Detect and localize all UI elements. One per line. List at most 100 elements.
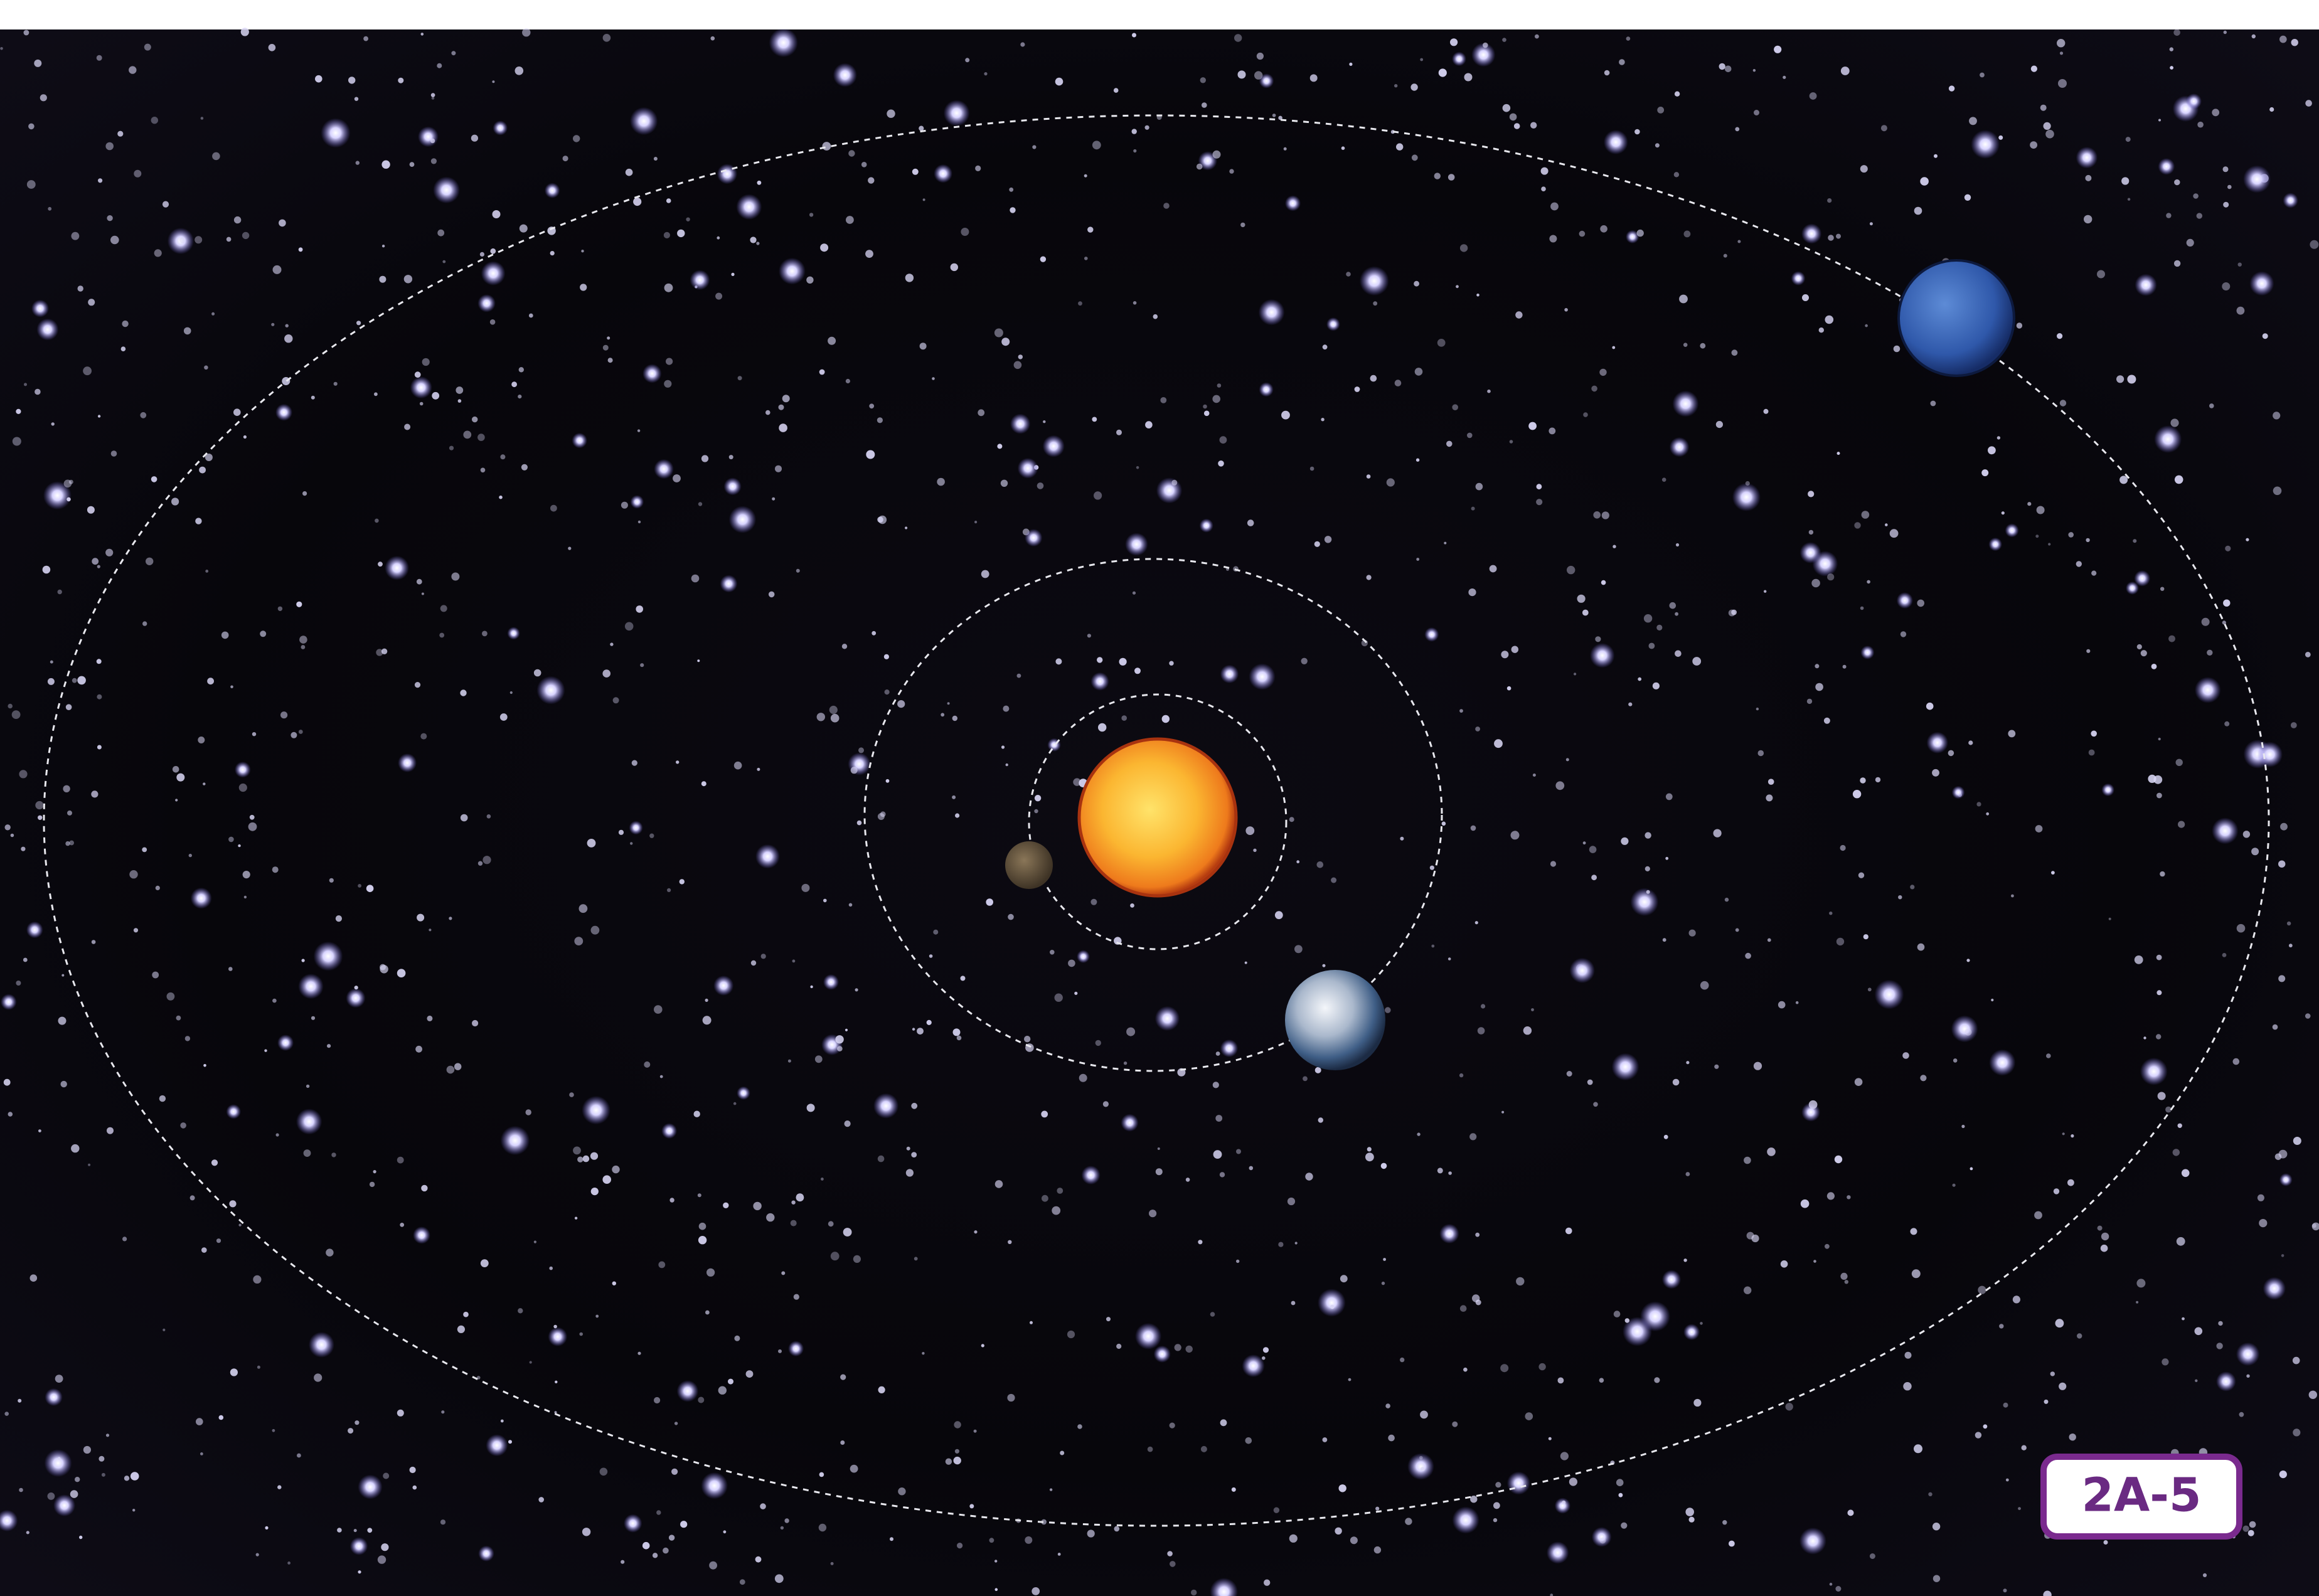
star [77, 676, 86, 685]
star [1331, 877, 1337, 883]
star [1554, 1498, 1571, 1514]
star [1043, 420, 1046, 423]
star [668, 1535, 675, 1541]
star [42, 565, 51, 574]
star [631, 760, 637, 766]
star [1294, 945, 1303, 954]
star [705, 998, 708, 1002]
star [1774, 45, 1782, 53]
star [1383, 1258, 1387, 1261]
star [698, 1396, 705, 1403]
star [642, 1541, 650, 1550]
star [1565, 758, 1569, 762]
star [830, 1561, 834, 1565]
star [172, 766, 179, 773]
star [1854, 1078, 1863, 1086]
star [377, 1555, 386, 1564]
star [366, 885, 374, 892]
star [2176, 1237, 2185, 1246]
star [2236, 923, 2246, 933]
star [10, 833, 14, 838]
star [922, 1352, 925, 1355]
star [1278, 1242, 1284, 1247]
star [1420, 1410, 1428, 1419]
star [1601, 580, 1606, 585]
star [1272, 114, 1276, 117]
star [1289, 1534, 1298, 1543]
star [2005, 523, 2019, 538]
star [1008, 1240, 1012, 1245]
star [1309, 74, 1318, 82]
star [1621, 1522, 1628, 1529]
star [2043, 1590, 2052, 1596]
star [201, 1247, 207, 1253]
star [2278, 975, 2286, 982]
star [430, 93, 435, 97]
star [1087, 1530, 1095, 1538]
star [303, 1149, 311, 1157]
star [518, 367, 524, 373]
star [2257, 742, 2283, 767]
star [2156, 792, 2162, 799]
star [582, 1155, 590, 1162]
star [412, 1485, 417, 1490]
star [486, 814, 491, 819]
star [29, 1274, 38, 1282]
star [257, 1365, 260, 1369]
star [2116, 375, 2124, 383]
star [2222, 953, 2227, 957]
star [133, 928, 139, 933]
star [1673, 172, 1680, 178]
star [2045, 129, 2054, 139]
star [595, 1314, 599, 1318]
star [791, 1200, 796, 1205]
star [1132, 33, 1136, 38]
star [1055, 77, 1064, 86]
star [1273, 1507, 1280, 1513]
star [1481, 1004, 1486, 1009]
star [629, 107, 658, 136]
star [701, 1472, 728, 1499]
star [1808, 1100, 1818, 1109]
star [2076, 146, 2098, 169]
star [957, 1543, 963, 1549]
star [493, 120, 508, 136]
star [2016, 322, 2023, 329]
star [2209, 403, 2214, 408]
star [661, 1123, 677, 1139]
star [1242, 1354, 1265, 1378]
star [829, 705, 838, 715]
star [1550, 861, 1557, 867]
star [1800, 1199, 1810, 1208]
star [562, 156, 568, 162]
star [129, 870, 138, 879]
star [2311, 1222, 2319, 1231]
star [796, 1193, 804, 1202]
star [1621, 837, 1629, 845]
star [2140, 1057, 2168, 1085]
star [1326, 317, 1340, 331]
star [1016, 673, 1021, 678]
star [1400, 836, 1404, 841]
star [1081, 1166, 1101, 1185]
star [664, 380, 672, 388]
star [1095, 1040, 1102, 1046]
star [230, 1368, 238, 1376]
star [1926, 732, 1949, 754]
star [329, 878, 334, 883]
star [1587, 1079, 1593, 1085]
star [1060, 1450, 1065, 1455]
star [1502, 104, 1511, 112]
star [706, 1268, 715, 1277]
star [1860, 606, 1864, 610]
star [1813, 1260, 1816, 1263]
star [1420, 58, 1424, 61]
star [346, 988, 366, 1008]
star [1258, 299, 1285, 326]
star [1220, 664, 1239, 684]
star [2005, 1478, 2009, 1482]
star [409, 1466, 416, 1474]
star [573, 1146, 581, 1155]
star [1477, 1027, 1485, 1035]
star [1341, 146, 1345, 150]
